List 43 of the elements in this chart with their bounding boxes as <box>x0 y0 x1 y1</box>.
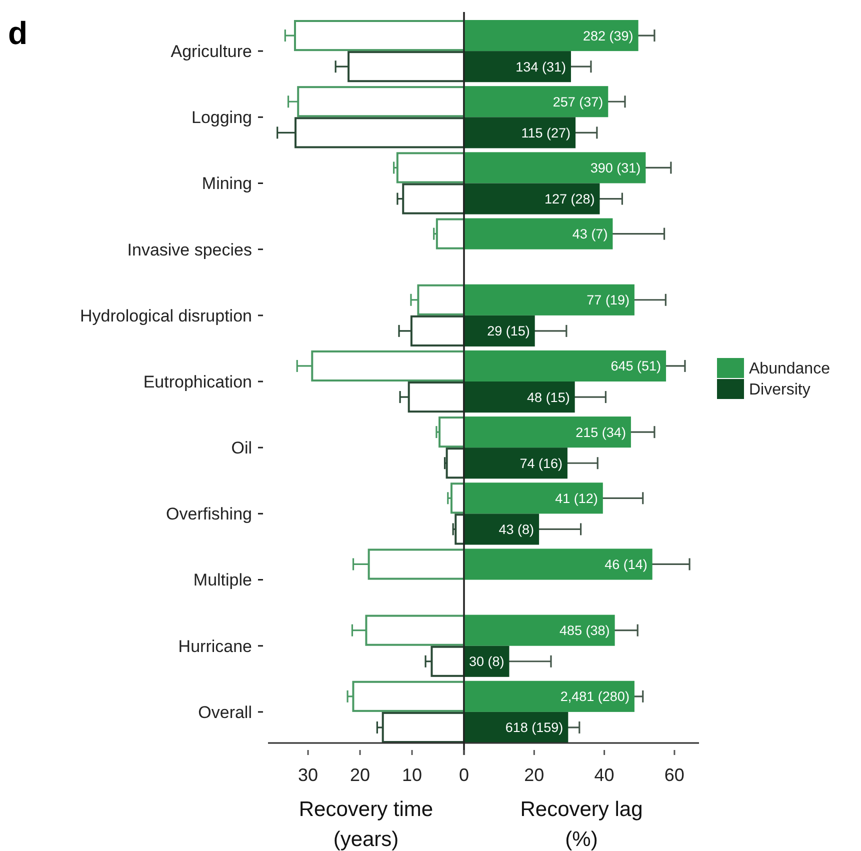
y-tick-label: Multiple <box>193 570 252 590</box>
x-tick-label: 10 <box>402 765 422 785</box>
annotation: 2,481 (280) <box>560 689 630 704</box>
annotation: 43 (7) <box>572 226 608 242</box>
y-tick-label: Hurricane <box>178 636 252 656</box>
legend-label: Diversity <box>749 382 810 399</box>
annotation: 43 (8) <box>498 522 534 537</box>
annotation: 74 (16) <box>520 456 562 471</box>
annotation: 29 (15) <box>487 324 530 339</box>
x-axis-title: Recovery time (years) <box>298 798 434 851</box>
annotation: 390 (31) <box>590 160 641 176</box>
x-tick-label: 40 <box>594 765 614 785</box>
annotation: 282 (39) <box>583 28 634 44</box>
annotation: 215 (34) <box>576 424 626 440</box>
annotation: 77 (19) <box>586 292 630 308</box>
annotation: 645 (51) <box>610 358 662 374</box>
x-tick-label: 20 <box>524 765 544 785</box>
x-tick-label: 20 <box>350 765 370 785</box>
annotation: 30 (8) <box>468 654 504 670</box>
annotation: 48 (15) <box>527 390 570 405</box>
annotation: 485 (38) <box>560 623 610 638</box>
y-tick-label: Oil <box>231 438 252 458</box>
y-tick-label: Agriculture <box>170 42 252 62</box>
annotation: 46 (14) <box>604 556 648 572</box>
annotation: 41 (12) <box>555 490 598 506</box>
y-tick-label: Hydrological disruption <box>80 306 252 326</box>
x-tick-label: 0 <box>458 765 470 785</box>
x-axis-title: Recovery lag (%) <box>520 798 643 851</box>
annotation: 618 (159) <box>505 720 564 736</box>
annotation: 127 (28) <box>544 191 595 206</box>
legend-label: Abundance <box>749 360 830 378</box>
x-tick-label: 60 <box>664 765 684 785</box>
y-tick-label: Overall <box>198 702 252 722</box>
text: d <box>8 15 28 51</box>
annotation: 134 (31) <box>516 59 566 74</box>
annotation: 115 (27) <box>521 125 571 140</box>
annotation: 257 (37) <box>552 94 604 110</box>
y-tick-label: Eutrophication <box>143 372 252 392</box>
y-tick-label: Invasive species <box>127 240 252 260</box>
y-tick-label: Overfishing <box>166 504 252 524</box>
x-tick-label: 30 <box>298 765 318 785</box>
y-tick-label: Logging <box>191 108 252 128</box>
y-tick-label: Mining <box>202 174 252 194</box>
